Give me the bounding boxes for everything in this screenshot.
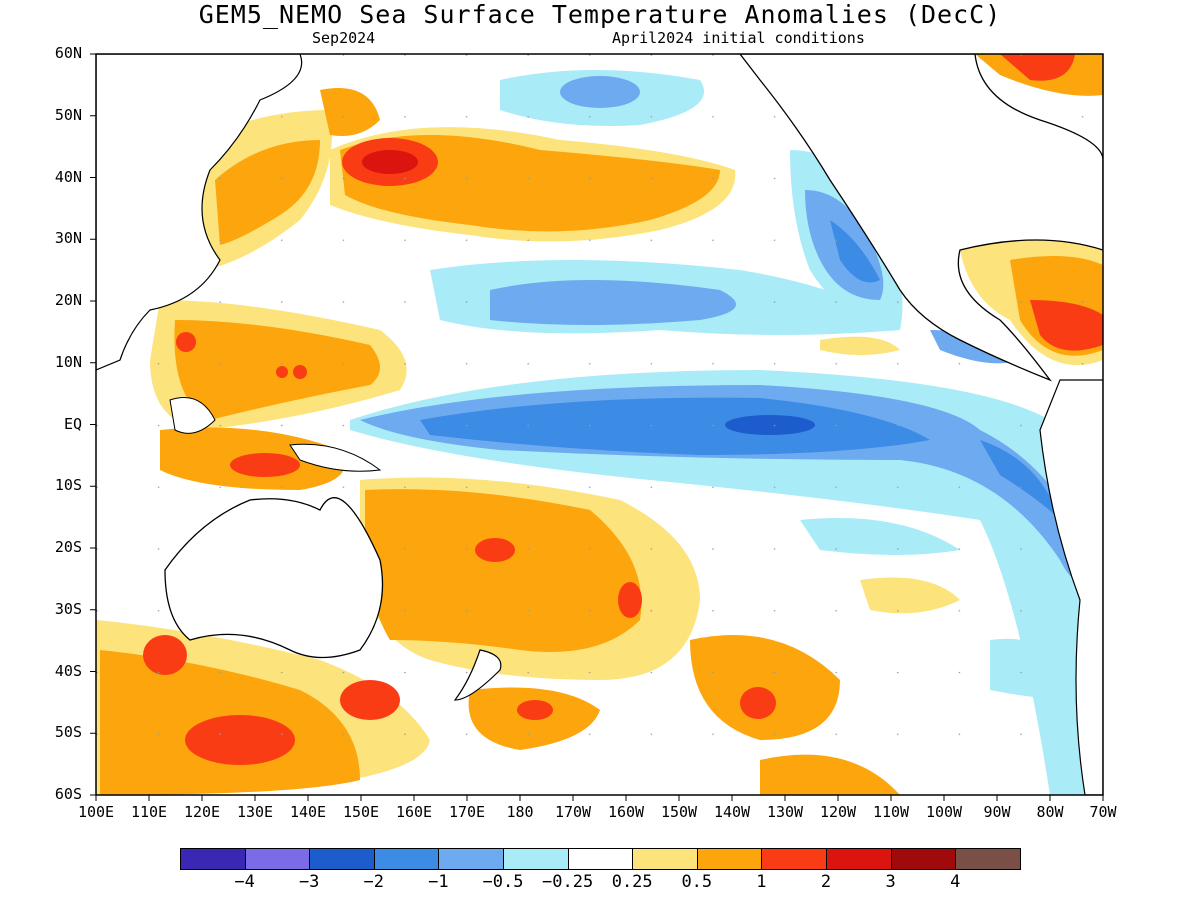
- colorbar-swatch: [373, 848, 440, 870]
- longitude-label: 90W: [983, 803, 1011, 821]
- longitude-label: 170W: [554, 803, 592, 821]
- latitude-label: 60S: [54, 785, 82, 803]
- longitude-label: 100E: [77, 803, 115, 821]
- colorbar-label: −3: [298, 872, 320, 892]
- colorbar-swatch: [438, 848, 504, 870]
- anomaly-field: [96, 54, 1103, 795]
- latitude-label: 50S: [54, 723, 82, 742]
- longitude-label: 120E: [183, 803, 221, 821]
- colorbar-label: 0.5: [681, 872, 713, 892]
- colorbar-label: 0.25: [611, 872, 653, 892]
- colorbar-label: −1: [428, 872, 449, 892]
- latitude-label: 40N: [54, 167, 82, 186]
- longitude-label: 100W: [925, 803, 963, 821]
- longitude-label: 130W: [766, 803, 804, 821]
- colorbar-swatch: [309, 848, 375, 870]
- colorbar-label: −4: [234, 872, 255, 892]
- longitude-label: 80W: [1036, 803, 1064, 821]
- colorbar-swatch: [890, 848, 957, 870]
- longitude-label: 110E: [130, 803, 168, 821]
- colorbar-label: 3: [885, 872, 896, 892]
- colorbar-label: −2: [363, 872, 385, 892]
- longitude-label: 170E: [448, 803, 486, 821]
- longitude-label: 130E: [236, 803, 274, 821]
- latitude-label: 40S: [54, 661, 82, 680]
- longitude-label: 140W: [713, 803, 751, 821]
- north-america-landmass: [739, 54, 1103, 382]
- new-zealand-landmass: [453, 649, 502, 701]
- longitude-label: 110W: [872, 803, 910, 821]
- colorbar-swatch: [826, 848, 892, 870]
- colorbar-label: −0.5: [482, 872, 524, 892]
- map-title: GEM5_NEMO Sea Surface Temperature Anomal…: [198, 0, 1002, 29]
- initial-conditions-label: April2024 initial conditions: [612, 29, 865, 47]
- borneo-landmass: [169, 397, 216, 434]
- longitude-label: 120W: [819, 803, 857, 821]
- colorbar-swatch: [567, 848, 634, 870]
- longitude-label: 160E: [395, 803, 433, 821]
- latitude-label: 30N: [54, 229, 82, 248]
- latitude-label: 50N: [54, 105, 82, 124]
- new-guinea-landmass: [289, 443, 382, 472]
- longitude-label: 160W: [607, 803, 645, 821]
- longitude-label: 70W: [1089, 803, 1117, 821]
- asia-landmass: [96, 54, 303, 371]
- latitude-label: 10N: [54, 352, 82, 371]
- longitude-label: 150E: [342, 803, 380, 821]
- latitude-label: EQ: [63, 414, 82, 433]
- australia-landmass: [164, 497, 384, 659]
- latitude-label: 30S: [54, 599, 82, 618]
- longitude-label: 140E: [289, 803, 327, 821]
- colorbar-label: 2: [820, 872, 832, 892]
- latitude-label: 20N: [54, 291, 82, 309]
- latitude-label: 20S: [54, 538, 82, 556]
- longitude-label: 150W: [660, 803, 698, 821]
- colorbar-swatch: [244, 848, 311, 870]
- forecast-month: Sep2024: [312, 29, 376, 47]
- latitude-label: 10S: [54, 476, 82, 495]
- colorbar-swatch: [761, 848, 827, 870]
- longitude-label: 180: [506, 803, 534, 821]
- colorbar-label: 1: [756, 872, 767, 892]
- colorbar-label: −0.25: [542, 872, 594, 892]
- colorbar-swatch: [632, 848, 698, 870]
- latitude-label: 60N: [54, 44, 82, 62]
- south-america-landmass: [1039, 379, 1103, 795]
- colorbar-label: 4: [950, 872, 961, 892]
- colorbar-swatch: [955, 848, 1021, 870]
- colorbar-swatch: [696, 848, 763, 870]
- colorbar-swatch: [503, 848, 569, 870]
- colorbar-swatch: [180, 848, 246, 870]
